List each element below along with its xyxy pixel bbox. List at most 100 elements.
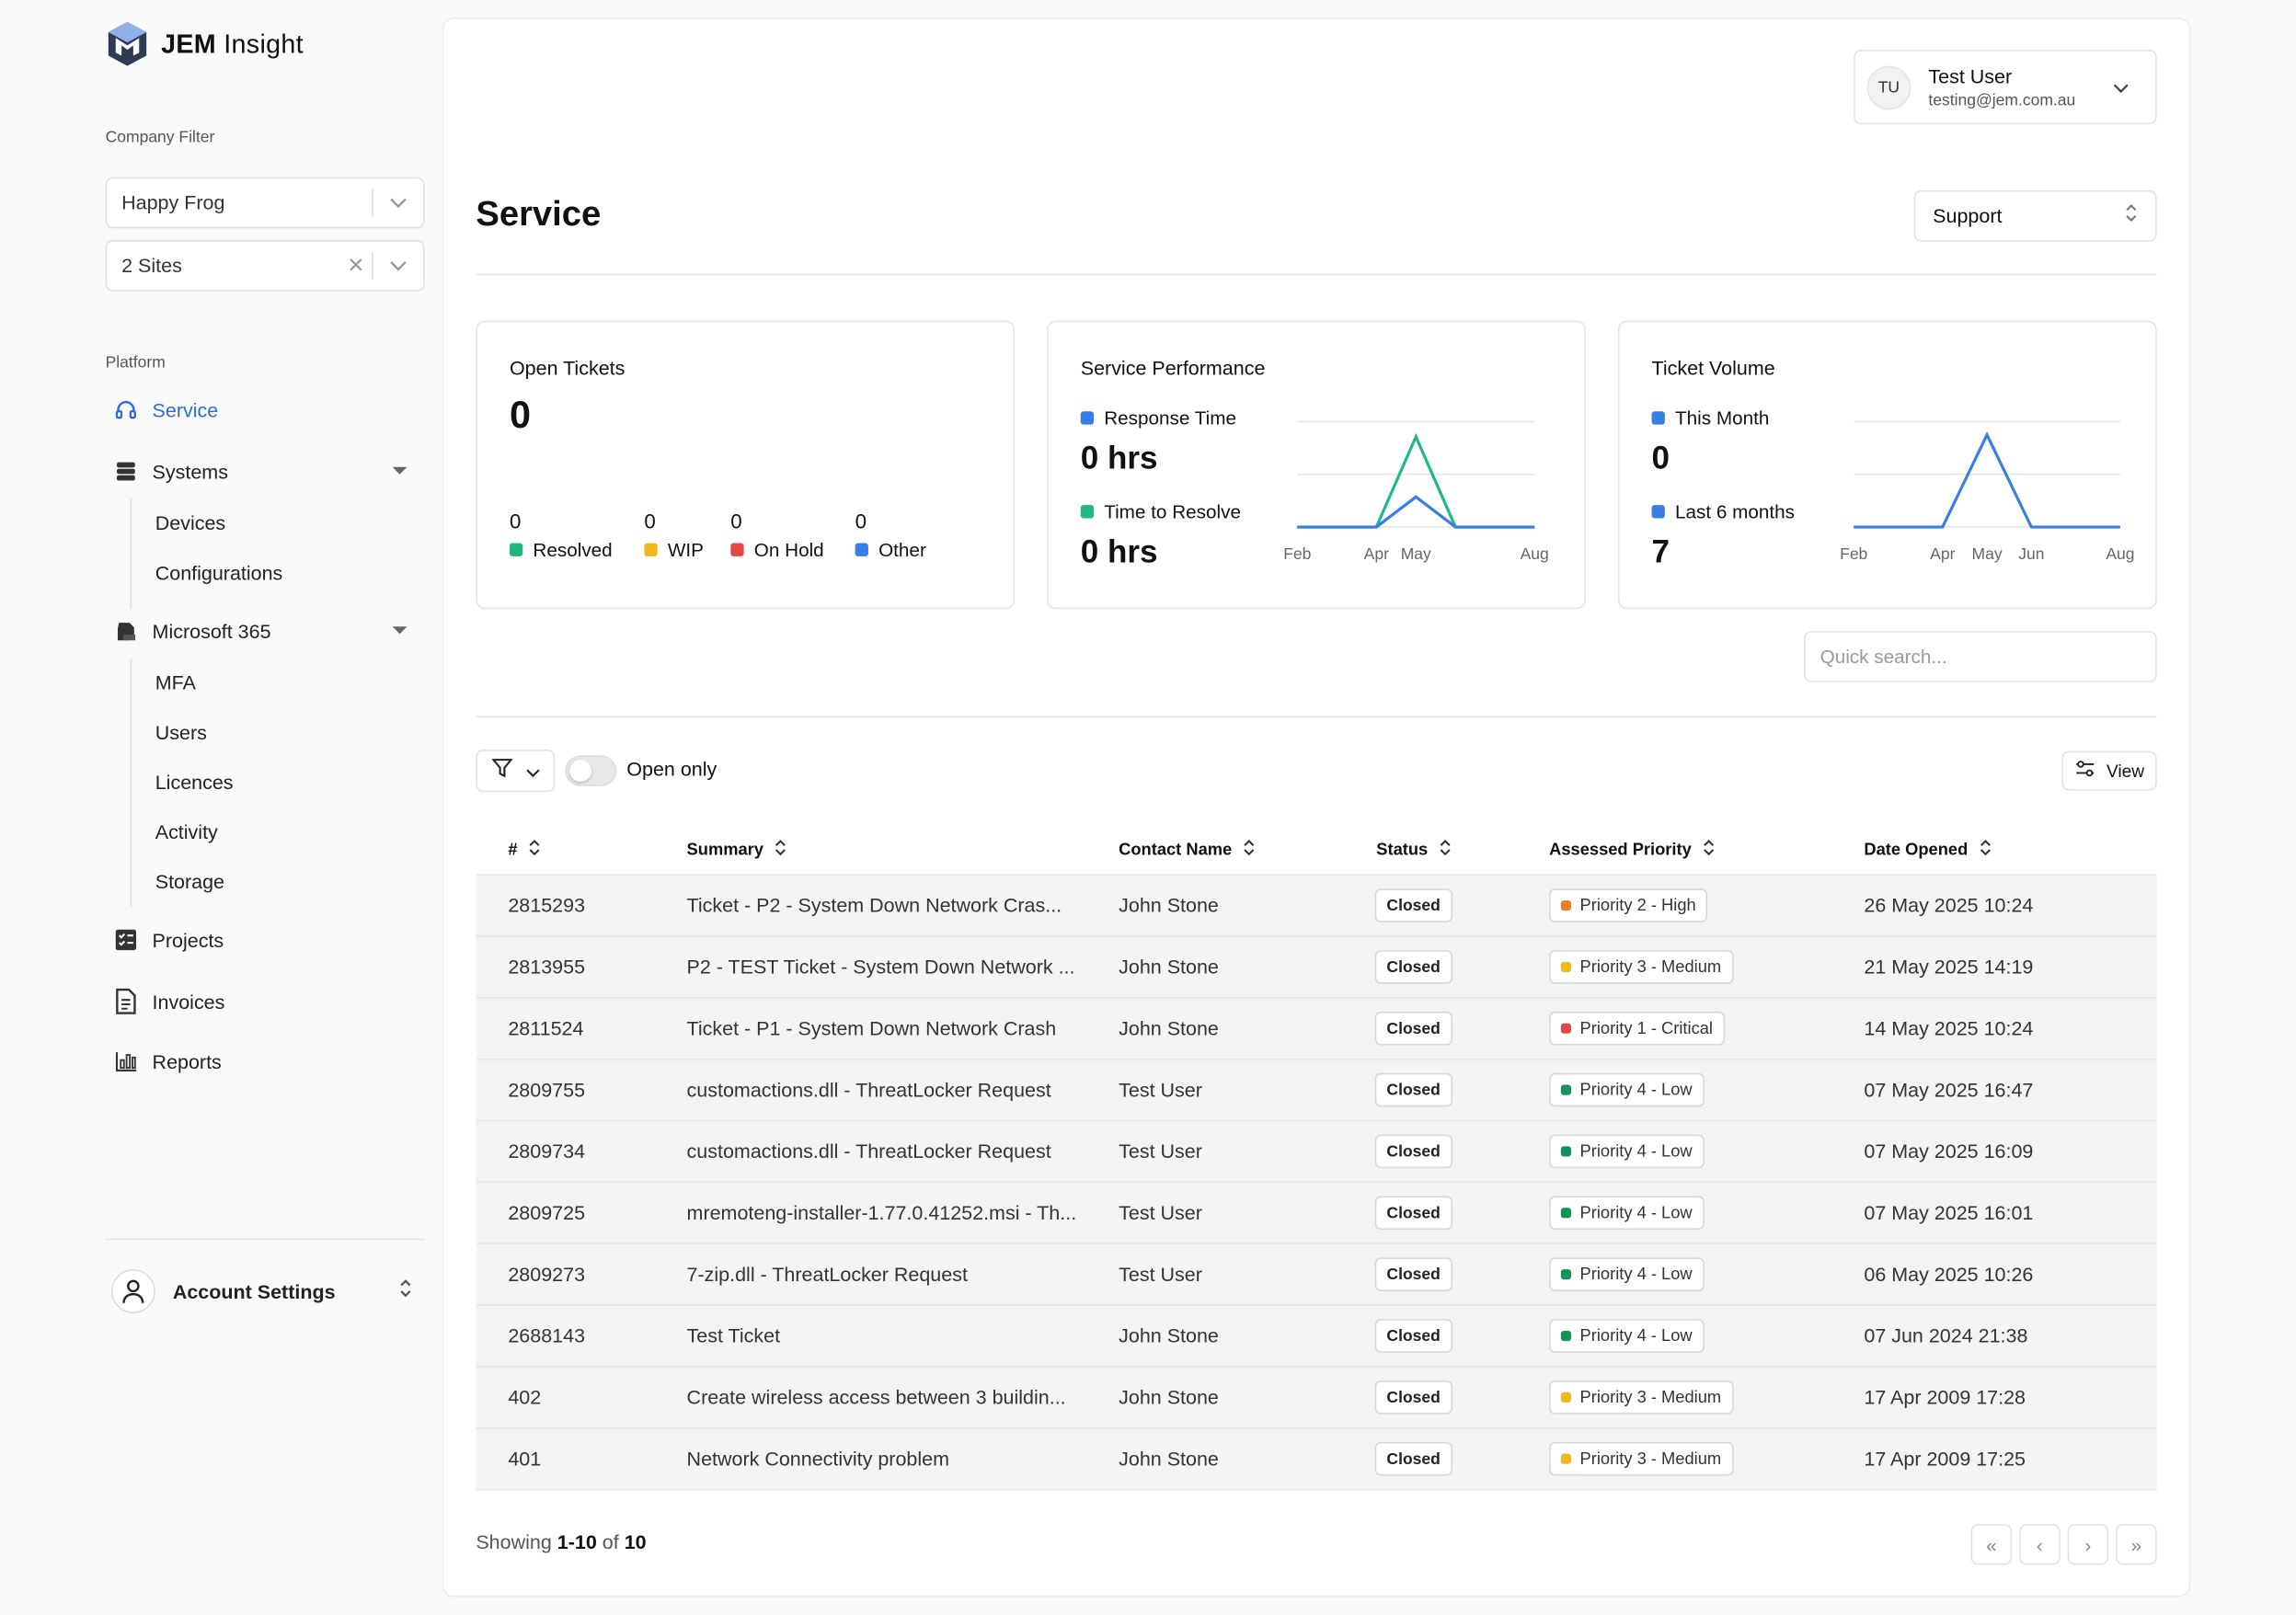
table-row[interactable]: 2811524 Ticket - P1 - System Down Network… [476,997,2157,1059]
priority-badge: Priority 4 - Low [1549,1196,1705,1231]
brand-subname: Insight [224,29,304,58]
ticket-date-opened: 17 Apr 2009 17:28 [1864,1386,2026,1409]
table-row[interactable]: 2813955 P2 - TEST Ticket - System Down Ne… [476,935,2157,998]
user-initials-avatar: TU [1866,64,1911,109]
view-select[interactable]: Support [1913,189,2157,242]
priority-badge: Priority 2 - High [1549,888,1708,922]
service-performance-title: Service Performance [1080,357,1266,380]
status-badge: Closed [1374,1072,1452,1107]
col-id[interactable]: # [508,839,541,861]
clear-icon[interactable]: ✕ [347,253,365,277]
ticket-summary: P2 - TEST Ticket - System Down Network .… [686,956,1075,979]
ticket-date-opened: 07 Jun 2024 21:38 [1864,1324,2028,1347]
col-priority[interactable]: Assessed Priority [1549,839,1715,861]
filter-button[interactable] [476,750,556,793]
table-row[interactable]: 2809734 customactions.dll - ThreatLocker … [476,1119,2157,1182]
table-row[interactable]: 2809755 customactions.dll - ThreatLocker … [476,1058,2157,1120]
nav-activity[interactable]: Activity [155,820,218,843]
nav-storage[interactable]: Storage [155,871,225,893]
nav-systems[interactable]: Systems [106,450,428,494]
nav-users[interactable]: Users [155,721,207,744]
table-row[interactable]: 2815293 Ticket - P2 - System Down Network… [476,874,2157,936]
ticket-volume-title: Ticket Volume [1651,357,1775,380]
next-page-button[interactable]: › [2067,1524,2109,1565]
table-row[interactable]: 2688143 Test Ticket John Stone Closed Priori… [476,1304,2157,1367]
priority-badge: Priority 1 - Critical [1549,1011,1725,1046]
sites-select[interactable]: 2 Sites ✕ [105,240,425,292]
account-settings-button[interactable]: Account Settings [110,1267,425,1314]
ticket-volume-chart: Feb Apr May Jun Aug [1840,420,2134,563]
open-tickets-total: 0 [509,392,531,437]
x-tick-label: Apr [1364,544,1389,563]
server-icon [106,460,138,483]
ticket-id: 2815293 [508,894,586,917]
priority-label: Priority 4 - Low [1579,1326,1693,1346]
col-contact[interactable]: Contact Name [1119,839,1256,861]
nav-mfa[interactable]: MFA [155,671,196,694]
user-name: Test User [1928,64,2013,87]
open-tickets-card: Open Tickets 0 0 Resolved 0 WIP 0 On Hol… [476,320,1016,610]
chevron-down-icon[interactable] [373,260,423,272]
nav-systems-label: Systems [152,460,228,483]
table-row[interactable]: 402 Create wireless access between 3 buil… [476,1366,2157,1428]
chevron-down-icon [525,758,540,785]
service-performance-chart: Feb Apr May Aug [1283,420,1549,563]
priority-badge: Priority 3 - Medium [1549,1380,1733,1415]
ticket-contact: John Stone [1119,956,1219,979]
sort-icon [1980,839,1992,861]
x-tick-label: May [1401,544,1431,563]
user-email: testing@jem.com.au [1928,91,2076,109]
caret-down-icon[interactable] [392,626,408,635]
sites-select-value: 2 Sites [121,254,182,277]
ticket-summary: Network Connectivity problem [686,1448,950,1471]
jem-logo-icon [108,21,147,66]
prev-page-button[interactable]: ‹ [2019,1524,2061,1565]
open-only-toggle[interactable] [565,755,617,786]
status-badge: Closed [1374,1441,1452,1476]
toggle-knob [569,760,592,783]
open-tickets-on-hold: 0 On Hold [730,509,824,561]
chevron-down-icon[interactable] [373,197,423,209]
ticket-contact: John Stone [1119,1448,1219,1471]
priority-badge: Priority 4 - Low [1549,1072,1705,1107]
ticket-contact: John Stone [1119,1324,1219,1347]
time-to-resolve-value: 0 hrs [1080,533,1158,570]
brand-logo[interactable]: JEM Insight [106,20,304,67]
table-row[interactable]: 2809273 7-zip.dll - ThreatLocker Request T… [476,1243,2157,1305]
ticket-date-opened: 07 May 2025 16:09 [1864,1140,2034,1163]
quick-search-placeholder: Quick search... [1820,645,1947,668]
nav-service[interactable]: Service [106,388,428,432]
series-line-1 [1297,495,1535,529]
company-select[interactable]: Happy Frog [105,177,425,229]
view-button-label: View [2106,760,2145,782]
account-settings-label: Account Settings [172,1280,336,1302]
x-tick-label: Apr [1930,544,1955,563]
priority-label: Priority 4 - Low [1579,1142,1693,1161]
col-summary[interactable]: Summary [687,839,787,861]
table-row[interactable]: 401 Network Connectivity problem John Ston… [476,1427,2157,1489]
caret-down-icon[interactable] [392,466,408,475]
nav-configurations[interactable]: Configurations [155,562,283,585]
nav-reports[interactable]: Reports [106,1039,428,1083]
first-page-button[interactable]: « [1970,1524,2013,1565]
nav-invoices[interactable]: Invoices [106,979,428,1024]
ticket-summary: customactions.dll - ThreatLocker Request [686,1140,1051,1163]
view-button[interactable]: View [2061,750,2157,791]
col-status[interactable]: Status [1376,839,1451,861]
chevron-updown-icon [398,1277,413,1305]
last-page-button[interactable]: » [2116,1524,2157,1565]
nav-licences[interactable]: Licences [155,771,234,794]
nav-devices[interactable]: Devices [155,512,226,535]
status-badge: Closed [1374,1319,1452,1353]
nav-projects[interactable]: Projects [106,918,428,962]
nav-microsoft-365[interactable]: Microsoft 365 [106,609,428,653]
user-menu[interactable]: TU Test User testing@jem.com.au [1854,50,2157,125]
sidebar: JEM Insight Company Filter Happy Frog 2 … [0,0,442,1615]
quick-search-input[interactable]: Quick search... [1804,631,2157,682]
priority-label: Priority 3 - Medium [1579,1388,1722,1406]
priority-label: Priority 4 - Low [1579,1266,1693,1284]
ticket-summary: 7-zip.dll - ThreatLocker Request [686,1263,968,1286]
priority-dot [1560,1146,1572,1157]
col-date-opened[interactable]: Date Opened [1864,839,1991,861]
table-row[interactable]: 2809725 mremoteng-installer-1.77.0.41252.… [476,1181,2157,1243]
